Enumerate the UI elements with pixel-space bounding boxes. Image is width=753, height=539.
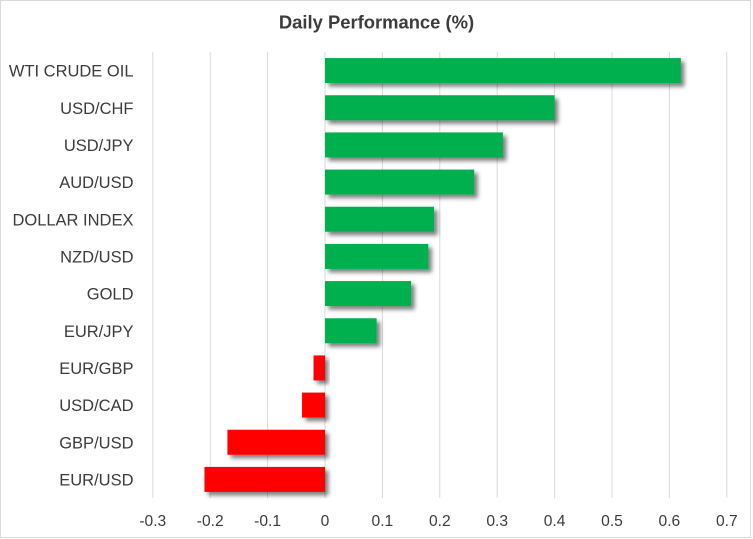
svg-text:EUR/JPY: EUR/JPY bbox=[64, 323, 134, 341]
svg-text:-0.2: -0.2 bbox=[197, 513, 224, 530]
svg-text:DOLLAR INDEX: DOLLAR INDEX bbox=[12, 211, 133, 229]
svg-text:0.1: 0.1 bbox=[372, 513, 394, 530]
svg-text:GBP/USD: GBP/USD bbox=[59, 434, 133, 452]
svg-text:0.3: 0.3 bbox=[486, 513, 508, 530]
svg-text:0.7: 0.7 bbox=[716, 513, 738, 530]
svg-text:0: 0 bbox=[321, 513, 330, 530]
svg-text:WTI CRUDE OIL: WTI CRUDE OIL bbox=[9, 63, 134, 81]
svg-text:-0.3: -0.3 bbox=[139, 513, 166, 530]
svg-text:Daily Performance (%): Daily Performance (%) bbox=[279, 11, 474, 32]
svg-text:EUR/GBP: EUR/GBP bbox=[59, 360, 133, 378]
svg-text:GOLD: GOLD bbox=[87, 286, 134, 304]
svg-text:0.4: 0.4 bbox=[544, 513, 566, 530]
svg-text:USD/CHF: USD/CHF bbox=[60, 100, 133, 118]
svg-text:0.6: 0.6 bbox=[659, 513, 681, 530]
svg-text:NZD/USD: NZD/USD bbox=[60, 249, 133, 267]
svg-text:0.5: 0.5 bbox=[601, 513, 623, 530]
svg-text:-0.1: -0.1 bbox=[254, 513, 281, 530]
svg-text:USD/JPY: USD/JPY bbox=[64, 137, 134, 155]
svg-text:USD/CAD: USD/CAD bbox=[59, 397, 133, 415]
svg-text:EUR/USD: EUR/USD bbox=[59, 472, 133, 490]
svg-text:0.2: 0.2 bbox=[429, 513, 451, 530]
svg-text:AUD/USD: AUD/USD bbox=[59, 174, 133, 192]
